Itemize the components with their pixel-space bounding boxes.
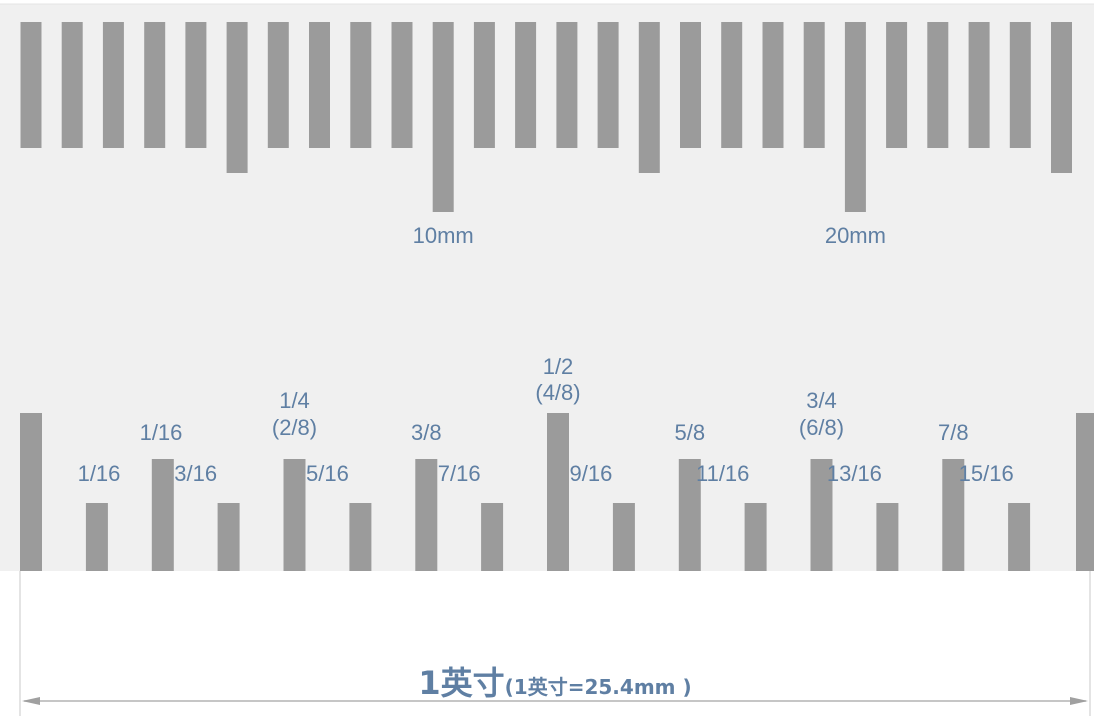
metric-label-20mm: 20mm (825, 223, 886, 248)
metric-tick-19mm (803, 22, 825, 148)
caption: 1英寸(1英寸=25.4mm ) (418, 664, 691, 702)
inch-tick-14-16 (942, 459, 965, 571)
inch-label-line: 3/8 (411, 420, 442, 445)
metric-tick-10mm (432, 22, 454, 212)
inch-label-5-16: 5/16 (306, 461, 349, 486)
inch-tick-12-16 (810, 459, 833, 571)
metric-tick-21mm (886, 22, 908, 148)
metric-tick-23mm (968, 22, 990, 148)
inch-label-line: 3/4 (806, 388, 837, 413)
metric-tick-7mm (309, 22, 330, 148)
caption-sub: (1英寸=25.4mm ) (505, 675, 692, 699)
metric-tick-25mm (1051, 22, 1072, 173)
metric-tick-13mm (556, 22, 578, 148)
inch-tick-11-16 (744, 503, 767, 571)
inch-label-7-16: 7/16 (438, 461, 481, 486)
inch-label-13-16: 13/16 (827, 461, 882, 486)
inch-label-line: 15/16 (959, 461, 1014, 486)
inch-label-3-16: 3/16 (174, 461, 217, 486)
dimension-left-arrow (22, 697, 40, 705)
metric-tick-3mm (144, 22, 166, 148)
metric-tick-8mm (350, 22, 372, 148)
inch-tick-2-16 (151, 459, 174, 571)
inch-label-1-16: 1/16 (78, 461, 121, 486)
inch-ticks (20, 413, 1094, 571)
inch-label-line: 7/16 (438, 461, 481, 486)
inch-label-line: 3/16 (174, 461, 217, 486)
metric-tick-22mm (927, 22, 949, 148)
metric-ticks (20, 22, 1072, 212)
metric-tick-9mm (391, 22, 413, 148)
metric-tick-2mm (102, 22, 124, 148)
inch-labels: 1/16 1/16 3/16 1/4 (2/8) 5/16 3/8 7/16 1/2 (4/8) 9… (78, 354, 1014, 486)
metric-label-10mm: 10mm (413, 223, 474, 248)
inch-label-10-16: 5/8 (675, 420, 706, 445)
inch-label-line: 1/2 (543, 354, 574, 379)
inch-tick-10-16 (678, 459, 701, 571)
metric-tick-17mm (721, 22, 743, 148)
inch-tick-8-16 (547, 413, 569, 571)
inch-label-15-16: 15/16 (959, 461, 1014, 486)
metric-tick-16mm (680, 22, 701, 148)
metric-labels: 10mm 20mm (413, 223, 886, 248)
inch-label-12-16: 3/4 (6/8) (799, 388, 844, 440)
inch-tick-13-16 (876, 503, 899, 571)
inch-label-line: (4/8) (535, 380, 580, 405)
dimension-right-arrow (1070, 697, 1088, 705)
inch-tick-16-16 (1076, 413, 1094, 571)
inch-tick-6-16 (415, 459, 438, 571)
inch-label-line: 9/16 (569, 461, 612, 486)
metric-tick-4mm (185, 22, 207, 148)
inch-label-line: 1/4 (279, 388, 310, 413)
metric-tick-24mm (1009, 22, 1031, 148)
inch-tick-0-16 (20, 413, 42, 571)
caption-main: 1英寸 (418, 664, 504, 702)
inch-label-9-16: 9/16 (569, 461, 612, 486)
inch-tick-15-16 (1008, 503, 1031, 571)
metric-tick-15mm (638, 22, 660, 173)
inch-label-4-16: 1/4 (2/8) (272, 388, 317, 440)
metric-tick-12mm (515, 22, 537, 148)
inch-label-2-16: 1/16 (140, 420, 183, 445)
metric-tick-14mm (597, 22, 619, 148)
metric-tick-5mm (226, 22, 248, 173)
inch-label-8-16: 1/2 (4/8) (535, 354, 580, 405)
inch-label-11-16: 11/16 (696, 461, 749, 486)
inch-label-line: 11/16 (696, 461, 749, 486)
metric-tick-6mm (267, 22, 289, 148)
inch-tick-4-16 (283, 459, 306, 571)
metric-tick-11mm (473, 22, 495, 148)
metric-tick-20mm (844, 22, 866, 212)
inch-label-14-16: 7/8 (938, 420, 969, 445)
inch-label-line: 1/16 (140, 420, 183, 445)
inch-label-6-16: 3/8 (411, 420, 442, 445)
inch-label-line: 1/16 (78, 461, 121, 486)
metric-tick-1mm (61, 22, 83, 148)
metric-tick-18mm (762, 22, 784, 148)
inch-label-line: 5/8 (675, 420, 706, 445)
inch-tick-3-16 (217, 503, 240, 571)
inch-label-line: 5/16 (306, 461, 349, 486)
inch-label-line: (6/8) (799, 415, 844, 440)
dimension-line (19, 571, 1091, 716)
inch-label-line: (2/8) (272, 415, 317, 440)
inch-tick-5-16 (349, 503, 372, 571)
inch-label-line: 7/8 (938, 420, 969, 445)
inch-label-line: 13/16 (827, 461, 882, 486)
metric-tick-0mm (20, 22, 42, 148)
inch-tick-7-16 (481, 503, 504, 571)
inch-tick-1-16 (85, 503, 108, 571)
inch-tick-9-16 (612, 503, 635, 571)
